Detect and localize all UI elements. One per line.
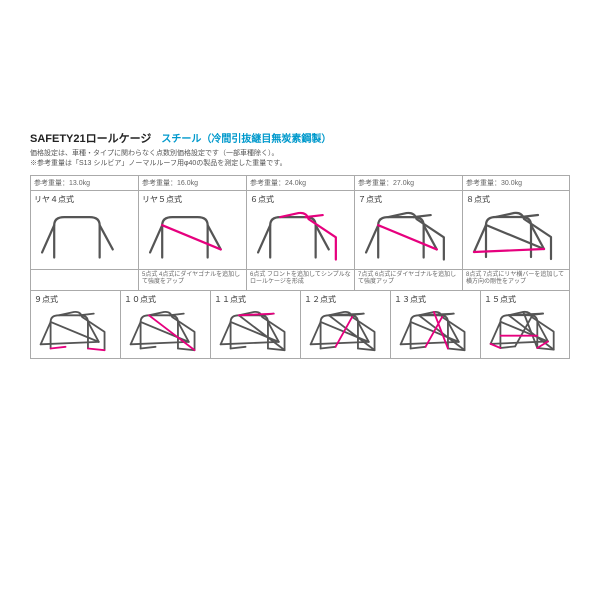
weight-cell: 参考重量：27.0kg <box>354 176 462 190</box>
diagram-cell: １２点式 <box>300 291 390 359</box>
cage-diagram <box>142 207 243 268</box>
weight-row: 参考重量：13.0kg参考重量：16.0kg参考重量：24.0kg参考重量：27… <box>30 176 570 191</box>
diagram-cell: リヤ４点式 <box>30 191 138 270</box>
subtitle: スチール（冷間引抜継目無炭素鋼製） <box>161 130 331 145</box>
diagram-row-top: リヤ４点式リヤ５点式 ６点式 ７点式 ８点式 <box>30 191 570 271</box>
cage-grid: 参考重量：13.0kg参考重量：16.0kg参考重量：24.0kg参考重量：27… <box>30 175 570 360</box>
cage-diagram <box>466 207 566 268</box>
diagram-cell: １０点式 <box>120 291 210 359</box>
diagram-cell: ７点式 <box>354 191 462 270</box>
cage-label: ８点式 <box>466 194 566 205</box>
diagram-cell: １３点式 <box>390 291 480 359</box>
header: SAFETY21ロールケージ スチール（冷間引抜継目無炭素鋼製） 価格設定は、車… <box>30 130 570 169</box>
cage-diagram <box>34 307 117 357</box>
note-row-top: 5点式 4点式にダイヤゴナルを追加して強度をアップ6点式 フロントを追加してシン… <box>30 270 570 290</box>
desc-1: 価格設定は、車種・タイプに関わらなく点数別価格設定です（一部車種除く）。 <box>30 149 570 159</box>
cage-diagram <box>394 307 477 357</box>
note-cell: 5点式 4点式にダイヤゴナルを追加して強度をアップ <box>138 270 246 289</box>
cage-diagram <box>214 307 297 357</box>
note-cell <box>30 270 138 289</box>
cage-label: ６点式 <box>250 194 351 205</box>
cage-label: １１点式 <box>214 294 297 305</box>
cage-diagram <box>124 307 207 357</box>
cage-label: １０点式 <box>124 294 207 305</box>
weight-cell: 参考重量：30.0kg <box>462 176 570 190</box>
cage-diagram <box>304 307 387 357</box>
diagram-cell: １１点式 <box>210 291 300 359</box>
cage-label: ７点式 <box>358 194 459 205</box>
title: SAFETY21ロールケージ <box>30 130 151 146</box>
note-cell: 8点式 7点式にリヤ横バーを追加して横方向の剛性をアップ <box>462 270 570 289</box>
diagram-cell: ８点式 <box>462 191 570 270</box>
cage-diagram <box>484 307 566 357</box>
cage-label: ９点式 <box>34 294 117 305</box>
weight-cell: 参考重量：24.0kg <box>246 176 354 190</box>
weight-cell: 参考重量：16.0kg <box>138 176 246 190</box>
diagram-cell: ９点式 <box>30 291 120 359</box>
cage-diagram <box>250 207 351 268</box>
note-cell: 6点式 フロントを追加してシンプルなロールケージを形成 <box>246 270 354 289</box>
cage-label: １５点式 <box>484 294 566 305</box>
cage-label: リヤ４点式 <box>34 194 135 205</box>
diagram-cell: １５点式 <box>480 291 570 359</box>
cage-diagram <box>34 207 135 268</box>
cage-label: １３点式 <box>394 294 477 305</box>
diagram-row-bottom: ９点式 １０点式 １１点式 １２点式 １３点式 １５点式 <box>30 291 570 360</box>
diagram-cell: ６点式 <box>246 191 354 270</box>
note-cell: 7点式 6点式にダイヤゴナルを追加して強度アップ <box>354 270 462 289</box>
weight-cell: 参考重量：13.0kg <box>30 176 138 190</box>
cage-label: １２点式 <box>304 294 387 305</box>
cage-label: リヤ５点式 <box>142 194 243 205</box>
cage-diagram <box>358 207 459 268</box>
diagram-cell: リヤ５点式 <box>138 191 246 270</box>
desc-2: ※参考重量は「S13 シルビア」ノーマルルーフ用φ40の製品を測定した重量です。 <box>30 159 570 169</box>
